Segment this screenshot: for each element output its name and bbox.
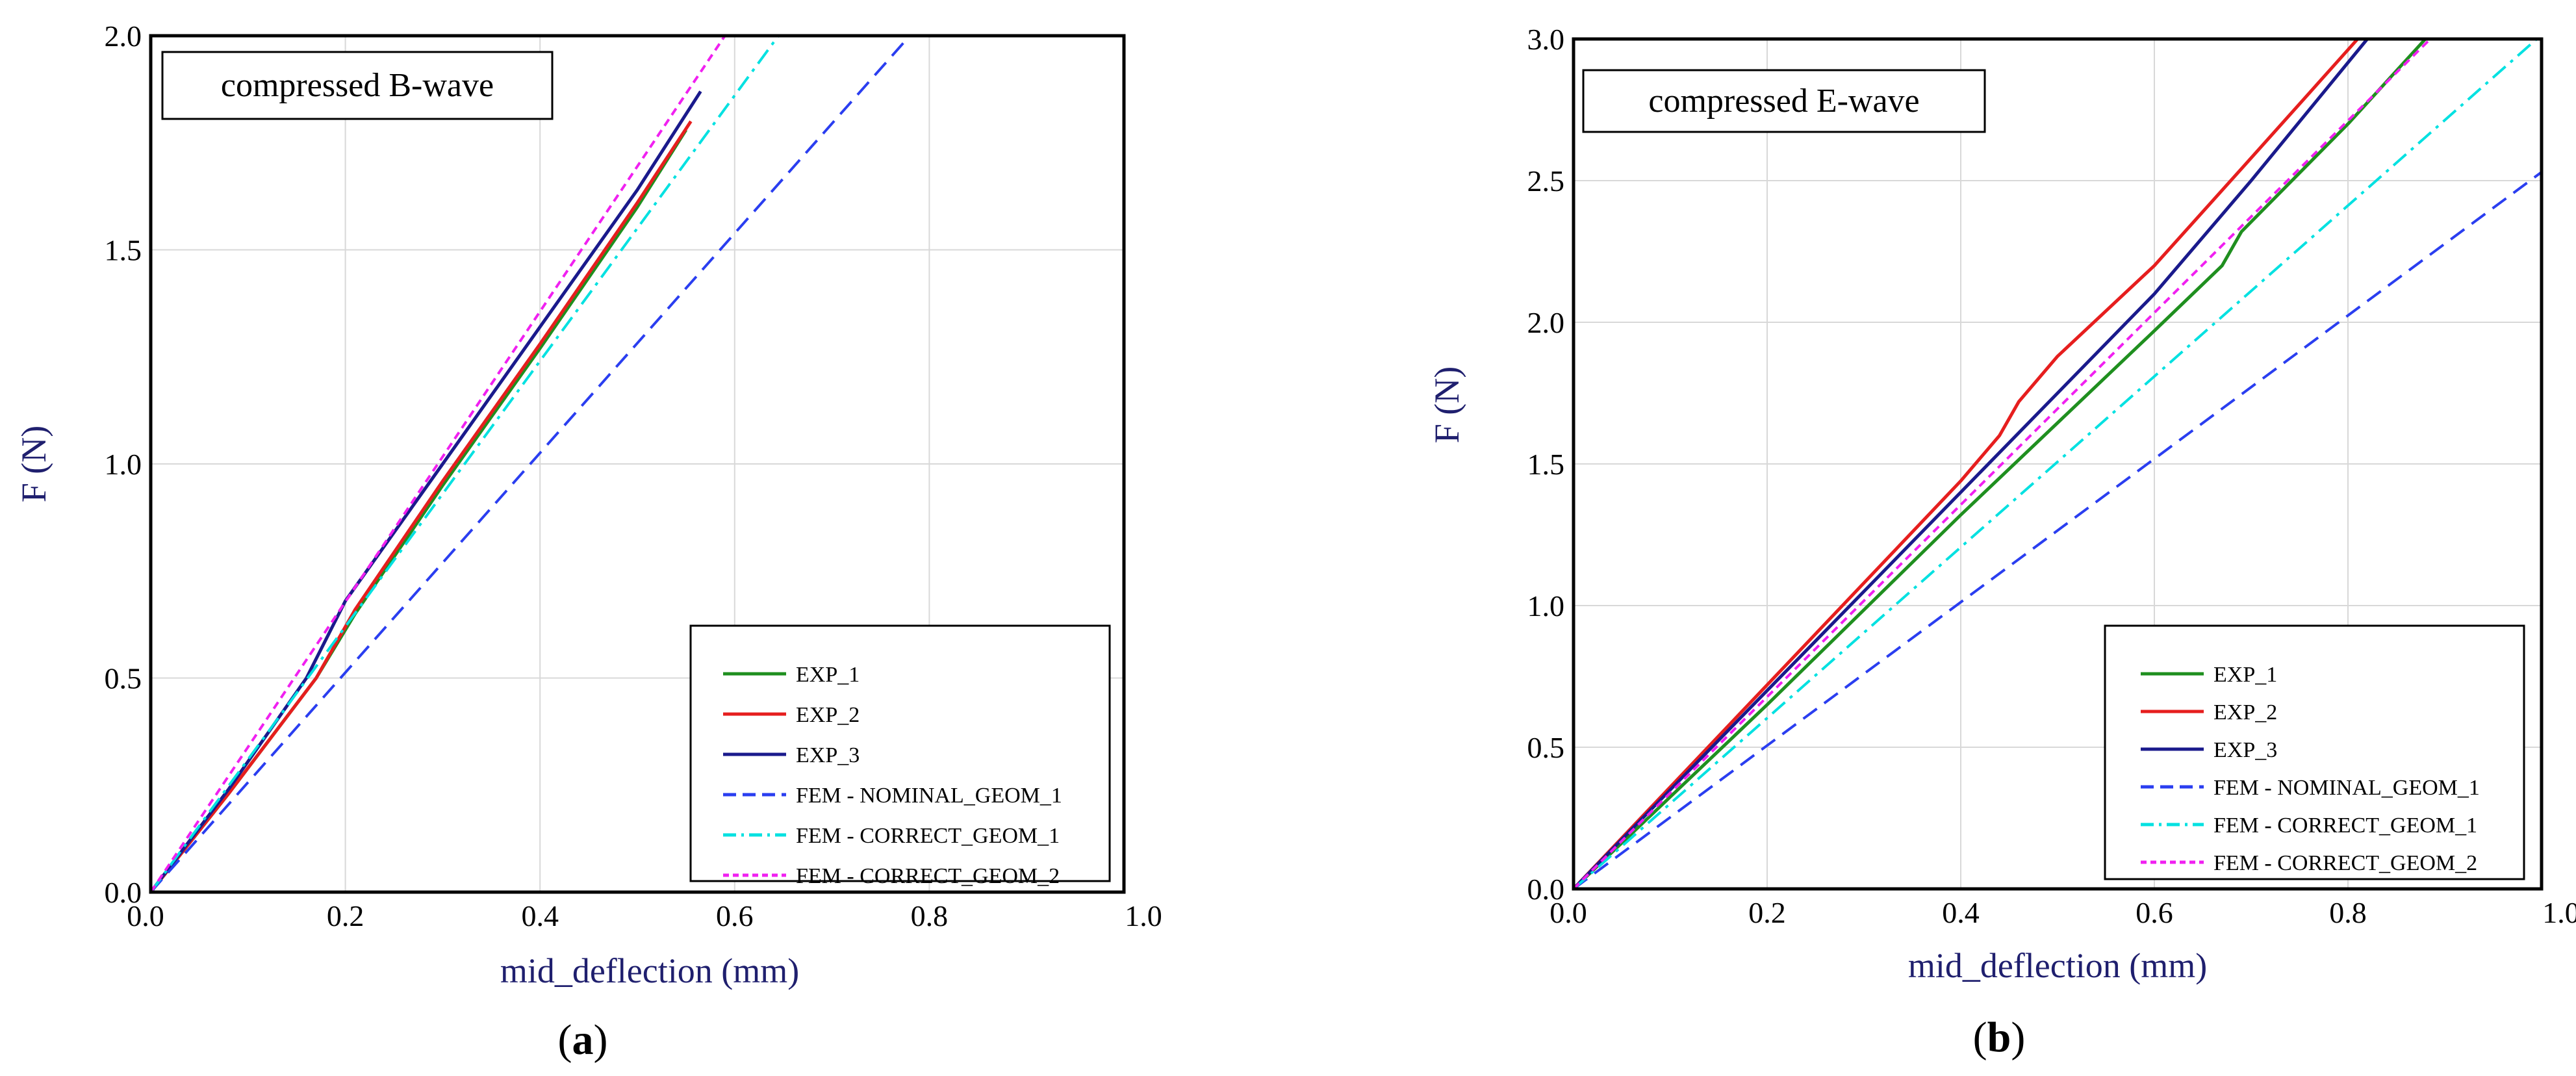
x-tick-label: 1.0	[1125, 899, 1162, 932]
panel-letter: b	[1987, 1014, 2011, 1061]
plot-frame	[149, 34, 1126, 894]
series-line-exp-2	[1572, 38, 2359, 890]
legend-label: EXP_3	[2213, 738, 2277, 762]
series-line-fem-correct-geom-1	[149, 34, 780, 893]
tick-labels: 0.0 0.2 0.4 0.6 0.8 1.0 0.0 0.5 1.0 1.5 2.0	[105, 19, 1162, 932]
tick-labels: 0.0 0.2 0.4 0.6 0.8 1.0 0.0 0.5 1.0 1.5 2.0 2.5 3.0	[1527, 23, 2576, 929]
y-axis-title: F (N)	[14, 426, 53, 503]
y-tick-label: 0.0	[1527, 873, 1565, 906]
series-line-exp-1	[149, 129, 688, 893]
title-box: compressed E-wave	[1582, 69, 1986, 133]
series-line-exp-3	[1572, 38, 2369, 890]
panel-letter: a	[572, 1016, 594, 1064]
y-tick-label: 0.0	[105, 876, 142, 909]
legend-label: FEM - CORRECT_GEOM_1	[2213, 813, 2477, 838]
chart-title: compressed E-wave	[1648, 83, 1919, 120]
title-box: compressed B-wave	[161, 51, 554, 120]
y-tick-label: 2.5	[1527, 164, 1565, 198]
series-group	[149, 34, 911, 893]
y-tick-label: 0.5	[1527, 731, 1565, 764]
legend-label: EXP_3	[796, 743, 860, 767]
legend-label: FEM - CORRECT_GEOM_1	[796, 824, 1060, 848]
y-tick-label: 0.5	[105, 662, 142, 695]
x-axis-title: mid_deflection (mm)	[1908, 946, 2207, 985]
y-tick-label: 1.0	[1527, 589, 1565, 622]
chart-panel-a: compressed B-wave 0.0 0.2 0.4 0.6 0.8 1.00.00…	[14, 19, 1162, 1064]
x-tick-label: 0.4	[521, 899, 559, 932]
panel-label: (a)	[558, 1016, 608, 1064]
x-tick-label: 0.0	[127, 899, 164, 932]
y-tick-label: 2.0	[1527, 306, 1565, 339]
y-tick-label: 2.0	[105, 19, 142, 53]
series-line-fem-nominal-geom-1	[149, 34, 911, 893]
panel-label: (b)	[1973, 1014, 2026, 1061]
series-line-fem-correct-geom-2	[149, 34, 726, 893]
chart-panel-b: compressed E-wave 0.0 0.2 0.4 0.6 0.8 1.00.00…	[1427, 23, 2576, 1061]
y-axis-title: F (N)	[1427, 366, 1466, 444]
legend-label: FEM - NOMINAL_GEOM_1	[2213, 776, 2480, 800]
x-tick-label: 0.8	[2329, 896, 2367, 929]
y-tick-label: 1.5	[105, 234, 142, 267]
legend-label: FEM - CORRECT_GEOM_2	[796, 864, 1060, 888]
legend-label: EXP_1	[796, 663, 860, 687]
x-tick-label: 0.4	[1942, 896, 1980, 929]
legend-label: FEM - CORRECT_GEOM_2	[2213, 851, 2477, 875]
x-tick-label: 0.6	[716, 899, 754, 932]
series-line-fem-correct-geom-1	[1572, 38, 2538, 890]
chart-title: compressed B-wave	[221, 67, 494, 104]
x-tick-label: 0.6	[2136, 896, 2173, 929]
y-tick-label: 1.5	[1527, 448, 1565, 481]
series-line-exp-3	[149, 90, 702, 893]
legend: EXP_1 EXP_2 EXP_3 FEM - NOMINAL_GEOM_1 FEM -…	[689, 624, 1111, 888]
x-tick-label: 0.8	[911, 899, 949, 932]
series-line-fem-nominal-geom-1	[1572, 171, 2543, 890]
series-line-fem-correct-geom-2	[1572, 38, 2432, 890]
x-tick-label: 0.2	[1748, 896, 1786, 929]
legend-label: EXP_2	[2213, 700, 2277, 724]
x-tick-label: 0.2	[327, 899, 364, 932]
x-tick-label: 1.0	[2542, 896, 2576, 929]
legend-label: EXP_2	[796, 703, 860, 727]
y-tick-label: 3.0	[1527, 23, 1565, 56]
series-group	[1572, 38, 2543, 890]
legend-label: EXP_1	[2213, 663, 2277, 687]
legend: EXP_1 EXP_2 EXP_3 FEM - NOMINAL_GEOM_1 FEM -…	[2104, 624, 2525, 880]
y-tick-label: 1.0	[105, 448, 142, 481]
series-line-exp-1	[1572, 38, 2427, 890]
series-line-exp-2	[149, 120, 693, 893]
x-tick-label: 0.0	[1549, 896, 1587, 929]
x-axis-title: mid_deflection (mm)	[500, 951, 799, 990]
legend-label: FEM - NOMINAL_GEOM_1	[796, 784, 1062, 808]
plot-frame	[1572, 37, 2544, 891]
